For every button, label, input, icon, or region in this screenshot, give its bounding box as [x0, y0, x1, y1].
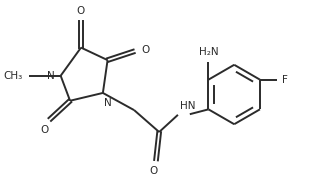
Text: HN: HN: [180, 101, 196, 111]
Text: N: N: [47, 71, 55, 81]
Text: F: F: [283, 75, 288, 85]
Text: O: O: [40, 125, 48, 135]
Text: CH₃: CH₃: [3, 71, 22, 81]
Text: N: N: [105, 98, 112, 108]
Text: H₂N: H₂N: [199, 47, 218, 57]
Text: O: O: [77, 6, 85, 16]
Text: O: O: [149, 166, 158, 176]
Text: O: O: [141, 45, 149, 55]
